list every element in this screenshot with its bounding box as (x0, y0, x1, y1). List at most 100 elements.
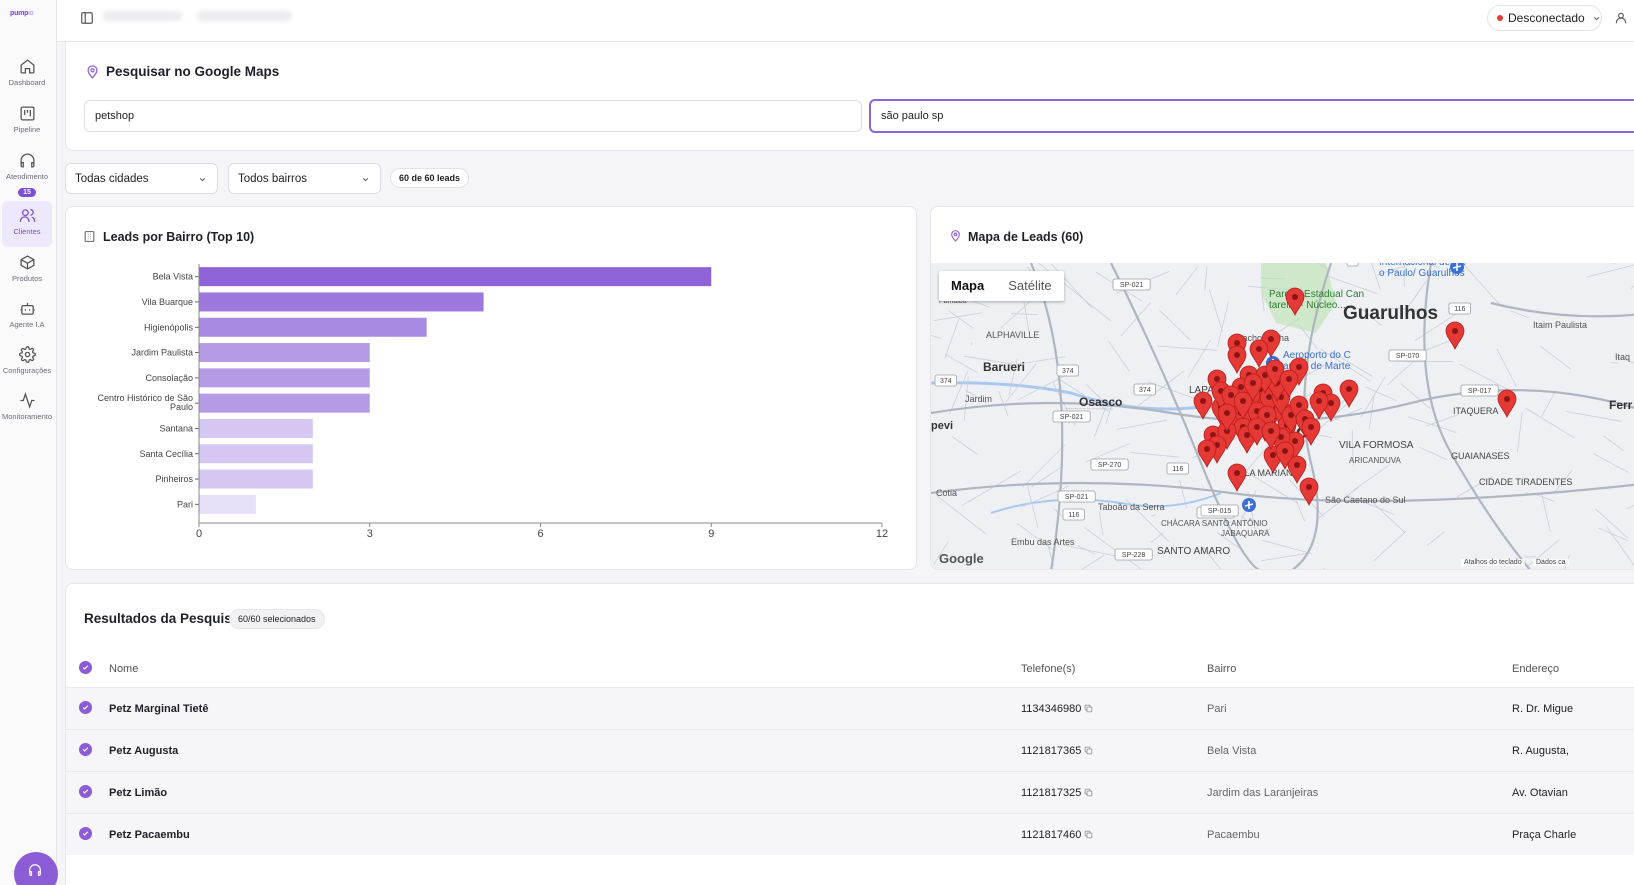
bar-chart: Bela Vista Vila Buarque Higienópolis Jardim… (97, 264, 888, 540)
lead-map-pin[interactable] (1287, 455, 1307, 485)
sidebar-item-pipeline[interactable]: Pipeline (2, 99, 52, 145)
pin-dot (1234, 340, 1240, 346)
tab-satelite[interactable]: Satélite (1008, 278, 1052, 293)
pin-dot (1328, 400, 1334, 406)
map-place-label: Osasco (1079, 395, 1122, 409)
column-header-bairro[interactable]: Bairro (1207, 663, 1237, 675)
sidebar-item-atendimento[interactable]: Atendimento 15 (2, 146, 52, 197)
tab-mapa[interactable]: Mapa (951, 278, 985, 293)
lead-map-pin[interactable] (1193, 391, 1213, 421)
sidebar-toggle-icon[interactable] (80, 11, 94, 25)
row-checkbox[interactable] (79, 827, 92, 840)
road-shield (1114, 548, 1153, 561)
map-canvas[interactable]: Guarulhos Barueri Osasco ALPHAVILLE Jardim pe… (931, 263, 1634, 570)
results-title: Resultados da Pesquisa (84, 611, 240, 626)
copy-icon[interactable] (1084, 830, 1093, 839)
lead-map-pin[interactable] (1279, 369, 1299, 399)
lead-map-pin[interactable] (1249, 339, 1269, 369)
lead-map-pin[interactable] (1339, 379, 1359, 409)
row-checkbox[interactable] (79, 785, 92, 798)
status-dot (1497, 15, 1503, 21)
lead-map-pin[interactable] (1301, 417, 1321, 447)
lead-map-pin[interactable] (1497, 389, 1517, 419)
row-checkbox[interactable] (79, 743, 92, 756)
column-header-phone[interactable]: Telefone(s) (1021, 663, 1076, 675)
search-query-input[interactable] (84, 100, 862, 132)
app-logo[interactable]: pumpio (10, 10, 34, 17)
lead-map-pin[interactable] (1445, 321, 1465, 351)
table-row[interactable]: Petz Limão 1121817325 Jardim das Laranje… (66, 771, 1634, 813)
search-location-input[interactable] (869, 99, 1634, 133)
row-bairro: Pacaembu (1207, 829, 1260, 841)
keyboard-shortcuts-link[interactable]: Atalhos do teclado (1461, 559, 1525, 566)
street (1116, 419, 1168, 430)
table-row[interactable]: Petz Marginal Tietê 1134346980 Pari R. D… (66, 687, 1634, 729)
table-row[interactable]: Petz Augusta 1121817365 Bela Vista R. Au… (66, 729, 1634, 771)
table-row[interactable]: Petz Pacaembu 1121817460 Pacaembu Praça … (66, 813, 1634, 855)
row-checkbox[interactable] (79, 701, 92, 714)
map-data-link[interactable]: Dados ca (1533, 559, 1569, 566)
map-place-label: VILA MARIANA (1236, 468, 1299, 478)
support-button[interactable] (14, 852, 58, 885)
bar[interactable] (199, 292, 484, 312)
city-filter-select[interactable]: Todas cidades (65, 163, 218, 194)
sidebar-item-clientes[interactable]: Clientes (2, 201, 52, 247)
airport-glyph (1244, 501, 1254, 509)
lead-map-pin[interactable] (1275, 441, 1295, 471)
street (1554, 469, 1573, 492)
chevron-down-icon (362, 178, 369, 182)
lead-map-pin[interactable] (1285, 287, 1305, 317)
leads-map[interactable]: Guarulhos Barueri Osasco ALPHAVILLE Jardim pe… (931, 263, 1634, 570)
row-address: R. Augusta, (1512, 745, 1569, 757)
bar[interactable] (199, 343, 370, 363)
x-tick-label: 12 (876, 528, 888, 540)
lead-map-pin[interactable] (1227, 463, 1247, 493)
lead-map-pin[interactable] (1261, 421, 1281, 451)
copy-icon[interactable] (1084, 788, 1093, 797)
lead-map-pin[interactable] (1233, 391, 1253, 421)
lead-map-pin[interactable] (1309, 391, 1329, 421)
phone-value: 1121817325 (1021, 787, 1082, 799)
sidebar-item-agente[interactable]: Agente I.A (2, 294, 52, 340)
bar[interactable] (199, 393, 370, 413)
copy-icon[interactable] (1084, 704, 1093, 713)
sidebar-item-configuracoes[interactable]: Configurações (2, 340, 52, 386)
pin-dot (1244, 432, 1250, 438)
pin-dot (1200, 398, 1206, 404)
column-header-name[interactable]: Nome (109, 663, 139, 675)
road-shield-label: SP-021 (1060, 414, 1083, 421)
bar[interactable] (199, 494, 256, 514)
y-tick-label: Santana (159, 423, 193, 433)
pin-dot (1296, 364, 1302, 370)
sidebar-item-label: Dashboard (8, 78, 46, 87)
bar[interactable] (199, 469, 313, 489)
chart-title: Leads por Bairro (Top 10) (103, 230, 255, 244)
sidebar-item-dashboard[interactable]: Dashboard (2, 52, 52, 98)
user-icon[interactable] (1614, 11, 1628, 25)
bar[interactable] (199, 418, 313, 438)
select-all-checkbox[interactable] (79, 661, 92, 674)
lead-map-pin[interactable] (1227, 345, 1247, 375)
road-shield (1460, 384, 1499, 397)
lead-map-pin[interactable] (1197, 439, 1217, 469)
breadcrumb (197, 11, 292, 21)
map-place-label: Cotia (936, 488, 957, 498)
bar[interactable] (199, 267, 712, 287)
bar[interactable] (199, 368, 370, 388)
lead-map-pin[interactable] (1217, 403, 1237, 433)
column-header-address[interactable]: Endereço (1512, 663, 1560, 675)
pin-dot (1262, 372, 1268, 378)
lead-map-pin[interactable] (1299, 477, 1319, 507)
lead-map-pin[interactable] (1243, 373, 1263, 403)
connection-status-dropdown[interactable]: Desconectado (1487, 5, 1602, 31)
row-phone: 1121817365 (1021, 745, 1093, 757)
road-shield (1448, 302, 1472, 315)
bar[interactable] (199, 444, 313, 464)
bairro-filter-select[interactable]: Todos bairros (228, 163, 381, 194)
street (948, 371, 969, 415)
map-place-label: JABAQUARA (1221, 529, 1270, 538)
copy-icon[interactable] (1084, 746, 1093, 755)
sidebar-item-monitoramento[interactable]: Monitoramento (2, 386, 52, 432)
sidebar-item-produtos[interactable]: Produtos (2, 248, 52, 294)
bar[interactable] (199, 317, 427, 337)
